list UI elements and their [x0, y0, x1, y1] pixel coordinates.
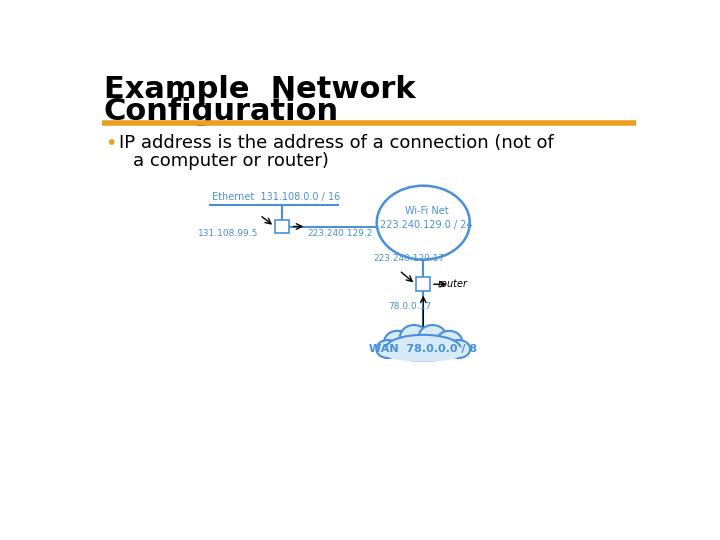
- Text: WAN  78.0.0.0 / 8: WAN 78.0.0.0 / 8: [369, 344, 477, 354]
- Ellipse shape: [382, 342, 465, 362]
- Text: a computer or router): a computer or router): [133, 152, 329, 170]
- Text: 223.240.129.17: 223.240.129.17: [373, 254, 444, 264]
- Text: •: •: [106, 134, 117, 153]
- Ellipse shape: [447, 340, 470, 358]
- Text: Wi-Fi Net
223.240.129.0 / 24: Wi-Fi Net 223.240.129.0 / 24: [380, 206, 472, 230]
- Text: 223.240.129.2: 223.240.129.2: [307, 229, 373, 238]
- Ellipse shape: [386, 335, 461, 361]
- Text: Example  Network: Example Network: [104, 75, 415, 104]
- Text: router: router: [438, 279, 468, 289]
- Text: IP address is the address of a connection (not of: IP address is the address of a connectio…: [120, 134, 554, 152]
- Text: Configuration: Configuration: [104, 97, 339, 126]
- Ellipse shape: [377, 340, 400, 358]
- Ellipse shape: [436, 331, 462, 353]
- Ellipse shape: [418, 325, 446, 349]
- Ellipse shape: [400, 325, 428, 349]
- Ellipse shape: [377, 186, 469, 260]
- Text: 78.0.0.17: 78.0.0.17: [388, 302, 431, 311]
- Text: 131.108.99.5: 131.108.99.5: [198, 229, 258, 238]
- Bar: [416, 278, 431, 291]
- Ellipse shape: [384, 331, 410, 353]
- Text: Ethernet  131.108.0.0 / 16: Ethernet 131.108.0.0 / 16: [212, 192, 340, 202]
- Bar: [275, 220, 289, 233]
